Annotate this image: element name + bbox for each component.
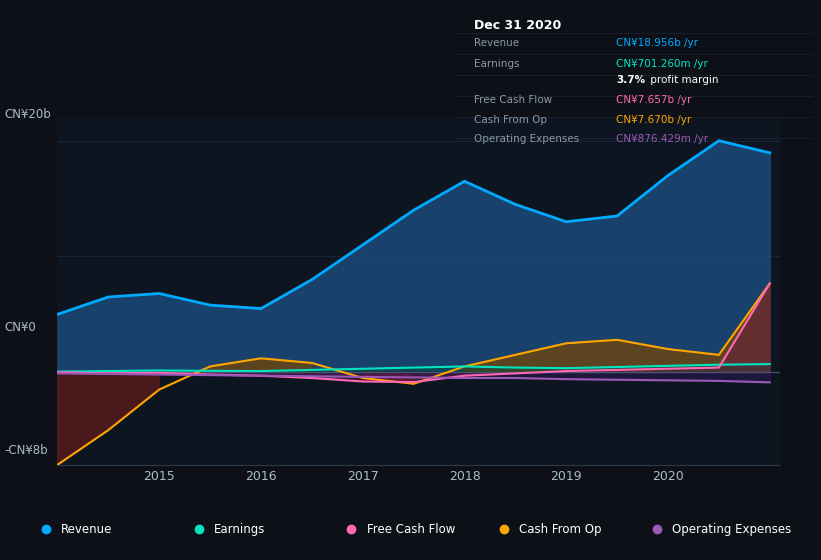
Text: Earnings: Earnings — [474, 59, 519, 68]
Text: CN¥7.670b /yr: CN¥7.670b /yr — [617, 115, 691, 124]
Text: Dec 31 2020: Dec 31 2020 — [474, 19, 561, 32]
Text: Cash From Op: Cash From Op — [474, 115, 547, 124]
Text: Revenue: Revenue — [62, 522, 112, 536]
Text: Earnings: Earnings — [214, 522, 265, 536]
Text: CN¥0: CN¥0 — [4, 321, 36, 334]
Text: CN¥20b: CN¥20b — [4, 108, 51, 122]
Text: Cash From Op: Cash From Op — [520, 522, 602, 536]
Text: profit margin: profit margin — [647, 75, 718, 85]
Text: Free Cash Flow: Free Cash Flow — [474, 95, 552, 105]
Text: Operating Expenses: Operating Expenses — [672, 522, 791, 536]
Text: Operating Expenses: Operating Expenses — [474, 134, 579, 144]
Text: CN¥7.657b /yr: CN¥7.657b /yr — [617, 95, 692, 105]
Text: -CN¥8b: -CN¥8b — [4, 444, 48, 458]
Text: 3.7%: 3.7% — [617, 75, 645, 85]
Text: CN¥18.956b /yr: CN¥18.956b /yr — [617, 38, 699, 48]
Text: CN¥876.429m /yr: CN¥876.429m /yr — [617, 134, 709, 144]
Text: Revenue: Revenue — [474, 38, 519, 48]
Text: Free Cash Flow: Free Cash Flow — [367, 522, 455, 536]
Text: CN¥701.260m /yr: CN¥701.260m /yr — [617, 59, 709, 68]
